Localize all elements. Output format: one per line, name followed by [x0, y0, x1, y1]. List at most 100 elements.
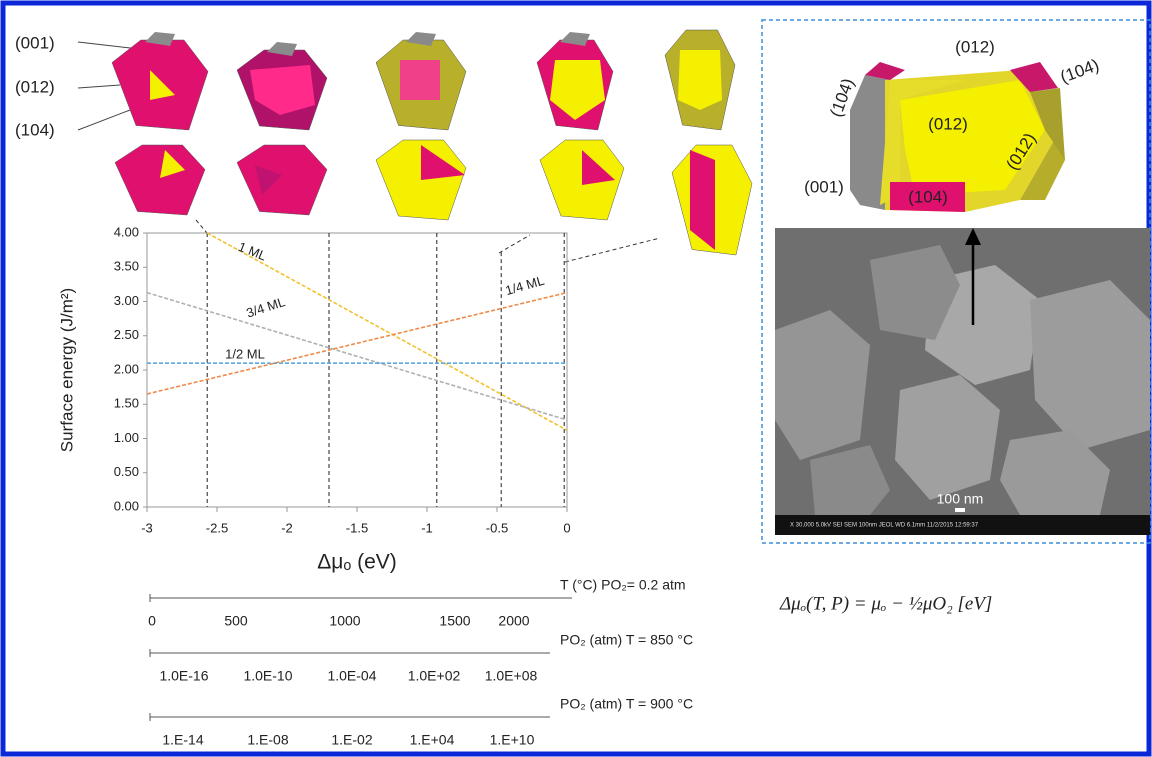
x-tick-label: -1: [421, 520, 433, 535]
crystal: [671, 144, 753, 256]
x-axis-label: Δμₒ (eV): [317, 551, 397, 574]
particle: [1030, 280, 1150, 450]
x-tick-label: -1.5: [346, 520, 368, 535]
scale-tick-label: 0: [148, 613, 156, 629]
scale-tick-label: 1.E+10: [490, 732, 535, 748]
x-tick-label: -2: [281, 520, 293, 535]
crystal-facet: [150, 70, 175, 100]
scale-tick-label: 1500: [439, 613, 470, 629]
scale-title: T (°C) PO₂= 0.2 atm: [560, 577, 686, 593]
equation: Δμₒ(T, P) = μₒ − ½μO₂ [eV]: [779, 593, 992, 614]
scale-title: PO₂ (atm) T = 900 °C: [560, 696, 693, 712]
crystal-body: [114, 144, 206, 216]
x-tick-label: -2.5: [206, 520, 228, 535]
crystal-facet: [255, 165, 282, 195]
series-label: 3/4 ML: [244, 294, 286, 321]
crystal: [236, 144, 328, 216]
scale-tick-label: 1.0E+08: [485, 668, 538, 684]
scale-tick-label: 1.0E-10: [243, 668, 292, 684]
connector: [195, 219, 208, 234]
crystal-facet: [400, 60, 440, 100]
y-tick-label: 4.00: [114, 224, 139, 239]
facet-label: (012): [15, 77, 55, 96]
crystal-label: (012): [955, 37, 995, 56]
particle: [895, 375, 1000, 500]
particle: [1000, 430, 1110, 515]
x-tick-label: -0.5: [486, 520, 508, 535]
facet-label: (001): [15, 33, 55, 52]
facet: [1020, 130, 1065, 200]
crystal-facet: [678, 50, 722, 110]
facet: [900, 80, 1045, 195]
crystal-facet: [160, 150, 185, 178]
y-tick-label: 0.50: [114, 464, 139, 479]
leader-line: [77, 84, 121, 89]
y-tick-label: 3.00: [114, 293, 139, 308]
scale-tick-label: 1.0E-04: [327, 668, 376, 684]
arrow-head: [965, 228, 981, 245]
scale-tick-label: 1.0E+02: [408, 668, 461, 684]
sem-footer-bar: [775, 515, 1150, 535]
crystal: [664, 29, 736, 131]
series-line: [146, 291, 568, 421]
sem-footer: X 30,000 5.0kV SEI SEM 100nm JEOL WD 6.1…: [790, 523, 979, 529]
crystal: [375, 139, 467, 221]
series-label: 1 ML: [236, 239, 268, 264]
crystal: [375, 32, 467, 131]
crystal-facet: [582, 150, 615, 185]
crystal-facet: [421, 145, 465, 180]
scale-tick-label: 1000: [329, 613, 360, 629]
crystal-facet: [690, 150, 715, 250]
crystal: [236, 42, 328, 131]
facet-label: (104): [15, 120, 55, 139]
crystal: [111, 32, 209, 131]
crystal: [539, 139, 625, 221]
crystal-label: (104): [1058, 55, 1102, 86]
scale-bar-label: 100 nm: [937, 491, 984, 507]
particle: [810, 445, 890, 515]
y-tick-label: 3.50: [114, 259, 139, 274]
crystal-cap: [560, 32, 590, 46]
y-tick-label: 2.50: [114, 327, 139, 342]
facet: [1010, 62, 1058, 92]
facet: [850, 75, 890, 210]
facet: [880, 80, 965, 205]
facet: [1030, 88, 1065, 160]
crystal: [536, 32, 614, 131]
particle: [870, 245, 960, 340]
facet: [865, 62, 905, 80]
crystal-cap: [145, 32, 175, 46]
sem-image: [775, 228, 1150, 535]
y-tick-label: 1.50: [114, 396, 139, 411]
crystal-facet: [550, 60, 605, 120]
x-tick-label: -3: [141, 520, 153, 535]
series-line: [146, 291, 568, 395]
crystal-body: [236, 144, 328, 216]
crystal: [114, 144, 206, 216]
crystal-cap: [267, 42, 297, 56]
large-crystal: [850, 62, 1065, 212]
series-label: 1/4 ML: [504, 273, 546, 298]
scale-bar: [955, 508, 965, 512]
scale-tick-label: 1.E-02: [331, 732, 372, 748]
series-label: 1/2 ML: [225, 346, 265, 361]
crystal-cap: [406, 32, 436, 46]
particle: [775, 310, 870, 460]
series-line: [206, 232, 568, 431]
y-tick-label: 2.00: [114, 361, 139, 376]
scale-tick-label: 1.E-08: [247, 732, 288, 748]
crystal-label: (012): [928, 114, 968, 133]
scale-tick-label: 2000: [498, 613, 529, 629]
scale-tick-label: 1.E+04: [410, 732, 455, 748]
y-tick-label: 1.00: [114, 430, 139, 445]
crystal-facet: [250, 65, 315, 115]
leader-line: [77, 109, 131, 131]
crystal-label: (104): [908, 187, 948, 206]
connector: [564, 237, 661, 263]
scale-tick-label: 1.0E-16: [159, 668, 208, 684]
x-tick-label: 0: [563, 520, 570, 535]
y-tick-label: 0.00: [114, 498, 139, 513]
scale-tick-label: 500: [224, 613, 248, 629]
